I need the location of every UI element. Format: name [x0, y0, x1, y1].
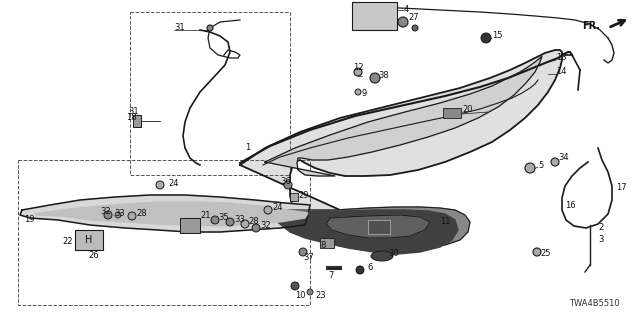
- Polygon shape: [326, 215, 430, 238]
- Text: 16: 16: [565, 201, 575, 210]
- Circle shape: [299, 248, 307, 256]
- Text: 33: 33: [234, 215, 244, 225]
- Text: 11: 11: [440, 218, 451, 227]
- Circle shape: [128, 212, 136, 220]
- Text: 13: 13: [556, 53, 566, 62]
- Circle shape: [252, 224, 260, 232]
- Text: TWA4B5510: TWA4B5510: [570, 299, 620, 308]
- Bar: [75, 230, 103, 250]
- Circle shape: [481, 33, 491, 43]
- Circle shape: [356, 266, 364, 274]
- Circle shape: [533, 248, 541, 256]
- Text: 32: 32: [260, 221, 271, 230]
- Circle shape: [284, 181, 292, 189]
- Text: H: H: [85, 235, 93, 245]
- Text: 29: 29: [298, 191, 308, 201]
- Text: 34: 34: [558, 154, 568, 163]
- Text: 6: 6: [367, 263, 372, 273]
- Circle shape: [525, 163, 535, 173]
- Text: 24: 24: [168, 179, 179, 188]
- Text: 2: 2: [598, 223, 604, 233]
- Polygon shape: [35, 202, 308, 226]
- Text: 31: 31: [128, 108, 139, 116]
- Text: 7: 7: [328, 271, 333, 281]
- Circle shape: [412, 25, 418, 31]
- Text: FR.: FR.: [582, 21, 600, 31]
- Text: 17: 17: [616, 183, 627, 193]
- Text: 37: 37: [303, 253, 314, 262]
- Text: 22: 22: [62, 237, 72, 246]
- Circle shape: [156, 181, 164, 189]
- Circle shape: [115, 212, 121, 218]
- Bar: [130, 12, 290, 175]
- Text: 31: 31: [174, 23, 184, 33]
- Bar: [443, 108, 461, 118]
- Text: 21: 21: [200, 212, 211, 220]
- Polygon shape: [270, 210, 458, 254]
- Bar: [368, 220, 390, 234]
- Polygon shape: [242, 207, 470, 248]
- Polygon shape: [240, 50, 562, 213]
- Text: 4: 4: [404, 5, 409, 14]
- Text: 19: 19: [24, 215, 35, 225]
- Text: 18: 18: [126, 114, 136, 123]
- Text: 24: 24: [272, 203, 282, 212]
- Circle shape: [241, 220, 249, 228]
- Text: 25: 25: [540, 250, 550, 259]
- Circle shape: [551, 158, 559, 166]
- Circle shape: [291, 282, 299, 290]
- Bar: [180, 218, 200, 233]
- Text: 3: 3: [598, 236, 604, 244]
- Polygon shape: [20, 195, 310, 232]
- Text: 26: 26: [88, 252, 99, 260]
- Circle shape: [207, 25, 213, 31]
- Circle shape: [226, 218, 234, 226]
- Circle shape: [355, 89, 361, 95]
- Bar: [352, 2, 397, 30]
- Text: 38: 38: [378, 71, 388, 81]
- Circle shape: [183, 223, 187, 227]
- Text: 35: 35: [218, 213, 228, 222]
- Text: 36: 36: [280, 178, 291, 187]
- Text: 27: 27: [408, 13, 419, 22]
- Circle shape: [398, 17, 408, 27]
- Text: 1: 1: [245, 143, 250, 153]
- Circle shape: [264, 206, 272, 214]
- Text: 28: 28: [248, 217, 259, 226]
- Text: 14: 14: [556, 68, 566, 76]
- Text: 10: 10: [295, 291, 305, 300]
- Text: 12: 12: [353, 63, 364, 73]
- Polygon shape: [265, 56, 542, 176]
- Bar: [18, 160, 310, 305]
- Text: 33: 33: [114, 209, 125, 218]
- Bar: [290, 193, 298, 201]
- Text: 32: 32: [100, 207, 111, 217]
- Bar: [133, 115, 141, 127]
- Circle shape: [307, 289, 313, 295]
- Text: 5: 5: [538, 161, 543, 170]
- Ellipse shape: [371, 251, 393, 261]
- Text: 20: 20: [462, 106, 472, 115]
- Circle shape: [370, 73, 380, 83]
- Circle shape: [211, 216, 219, 224]
- Text: 8: 8: [320, 241, 325, 250]
- Bar: [320, 238, 334, 248]
- Text: 30: 30: [388, 249, 399, 258]
- Circle shape: [291, 195, 297, 201]
- Circle shape: [354, 68, 362, 76]
- Text: 15: 15: [492, 31, 502, 41]
- Text: 23: 23: [315, 291, 326, 300]
- Text: 28: 28: [136, 209, 147, 218]
- Text: 9: 9: [362, 90, 367, 99]
- Circle shape: [104, 211, 112, 219]
